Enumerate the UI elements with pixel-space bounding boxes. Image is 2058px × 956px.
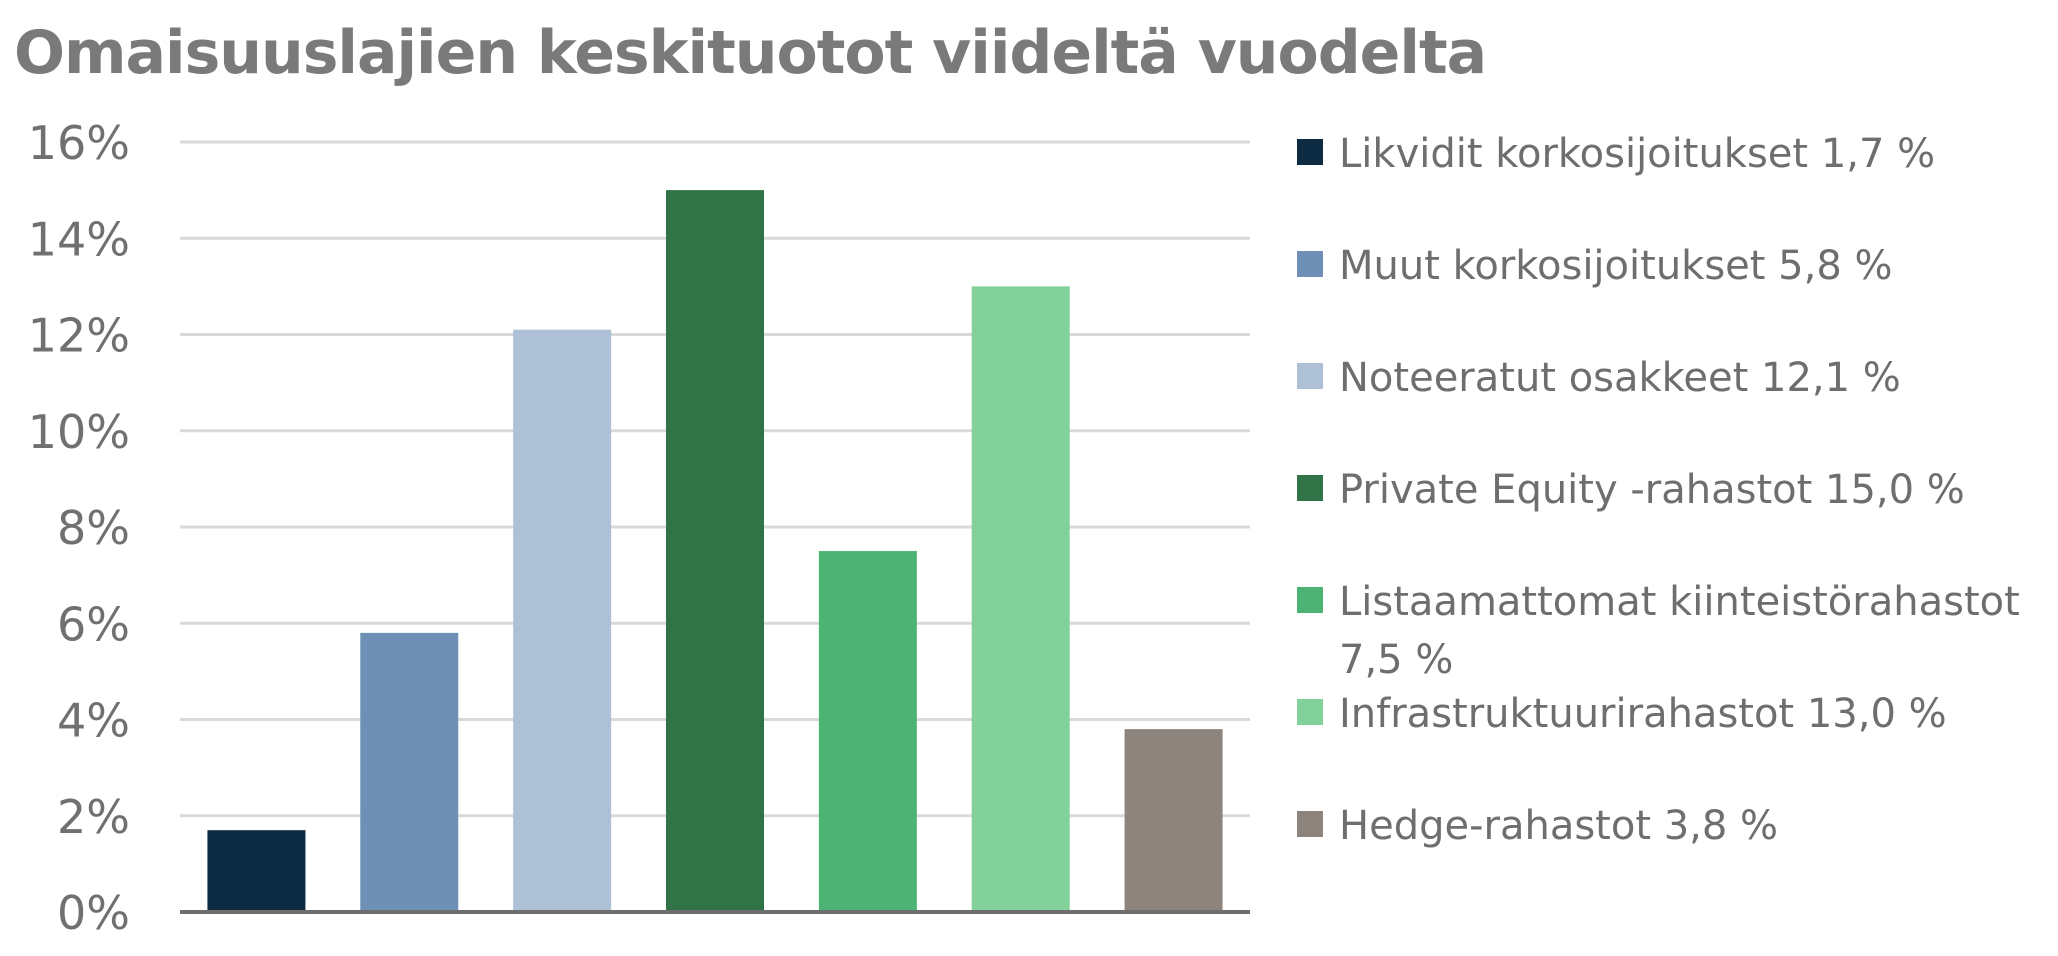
y-tick-label: 8% [57,501,130,555]
legend-label: Muut korkosijoitukset 5,8 % [1339,243,1893,289]
legend-swatch [1297,475,1323,501]
bar [971,286,1070,912]
bar [360,632,459,912]
legend-label: Noteeratut osakkeet 12,1 % [1339,355,1901,401]
bar [513,329,612,912]
y-tick-label: 10% [28,405,130,459]
legend-swatch [1297,139,1323,165]
y-tick-label: 6% [57,597,130,651]
legend-swatch [1297,699,1323,725]
bar [666,190,764,912]
chart-title: Omaisuuslajien keskituotot viideltä vuod… [14,18,1487,88]
legend-label: Hedge-rahastot 3,8 % [1339,803,1778,849]
legend-label: Infrastruktuurirahastot 13,0 % [1339,691,1947,737]
bar [207,830,306,912]
y-tick-label: 16% [28,116,130,170]
bar [1124,729,1223,912]
y-tick-label: 4% [57,694,130,748]
legend-swatch [1297,811,1323,837]
legend-swatch [1297,587,1323,613]
legend-swatch [1297,363,1323,389]
legend-label: Private Equity -rahastot 15,0 % [1339,467,1965,513]
legend-swatch [1297,251,1323,277]
y-tick-label: 12% [28,309,130,363]
legend-label: Likvidit korkosijoitukset 1,7 % [1339,131,1935,177]
y-tick-label: 2% [57,790,130,844]
bar [818,551,917,912]
y-tick-label: 14% [28,212,130,266]
legend-label: Listaamattomat kiinteistörahastot 7,5 % [1339,579,2020,683]
y-tick-label: 0% [57,886,130,940]
